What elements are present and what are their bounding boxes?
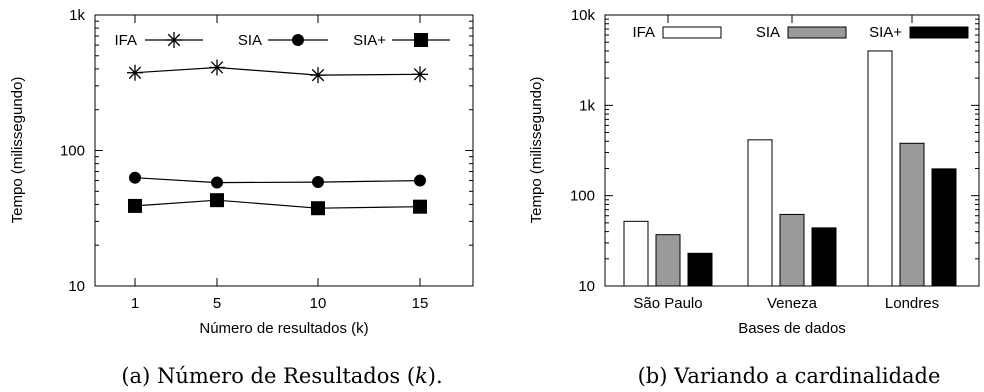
legend-b-label-ifa: IFA — [632, 24, 655, 41]
point-sia — [312, 176, 324, 189]
x-axis-a: 1 5 10 15 — [131, 15, 429, 312]
x-tick-a-label: 5 — [213, 295, 221, 312]
point-sia — [414, 174, 426, 187]
y-axis-label-a: Tempo (milissegundo) — [9, 77, 26, 224]
y-tick-a-label: 10 — [68, 278, 85, 295]
point-sia — [211, 176, 223, 189]
legend-b-swatch-sia — [787, 26, 847, 39]
x-tick-b-label: Londres — [885, 295, 939, 312]
y-tick-b-label: 10 — [578, 278, 595, 295]
legend-a: IFA SIA SIA+ — [114, 32, 450, 49]
bar-sia-veneza — [811, 227, 837, 287]
x-tick-b-label: São Paulo — [633, 295, 702, 312]
series-line-sia — [134, 199, 421, 209]
y-axis-a: 10 100 1k — [60, 7, 473, 295]
legend-b: IFA SIA SIA+ — [632, 24, 969, 41]
point-ifa — [127, 64, 143, 81]
plot-frame-a — [94, 14, 474, 287]
point-sia — [210, 193, 224, 208]
legend-b-label-sia: SIA+ — [869, 24, 902, 41]
x-tick-a-label: 15 — [412, 295, 429, 312]
legend-b-swatch-ifa — [662, 26, 722, 39]
y-tick-a-label: 100 — [60, 143, 85, 160]
bar-sia-s-o-paulo — [655, 234, 681, 287]
bar-ifa-veneza — [747, 139, 773, 287]
y-tick-a-label: 1k — [69, 7, 85, 24]
point-ifa — [310, 67, 326, 84]
point-sia — [129, 171, 141, 184]
legend-a-marker-ifa — [166, 32, 182, 48]
point-sia — [311, 201, 325, 216]
legend-b-swatch-sia — [909, 26, 969, 39]
y-tick-b-label: 10k — [571, 7, 596, 24]
legend-a-label-ifa: IFA — [114, 32, 137, 49]
legend-a-label-sia: SIA+ — [353, 32, 386, 49]
y-tick-b-label: 1k — [579, 97, 595, 114]
bars-b — [623, 50, 957, 287]
legend-a-marker-sia — [414, 33, 428, 47]
y-tick-b-label: 100 — [570, 188, 595, 205]
x-axis-label-b: Bases de dados — [738, 320, 846, 337]
bar-ifa-londres — [867, 50, 893, 287]
bar-sia-veneza — [779, 213, 805, 287]
bar-sia-s-o-paulo — [687, 252, 713, 287]
legend-a-marker-sia — [292, 34, 304, 46]
x-tick-a-label: 1 — [131, 295, 139, 312]
caption-a-suffix: ). — [428, 364, 443, 388]
series-line-ifa — [134, 66, 421, 76]
point-sia — [128, 198, 142, 213]
x-tick-a-label: 10 — [310, 295, 327, 312]
x-tick-b-label: Veneza — [767, 295, 818, 312]
y-axis-b: 10 100 1k 10k — [570, 7, 979, 295]
y-axis-label-b: Tempo (milissegundo) — [528, 77, 545, 224]
x-axis-b: São Paulo Veneza Londres — [633, 15, 939, 312]
point-sia — [413, 199, 427, 214]
point-ifa — [209, 59, 225, 76]
caption-b: (b) Variando a cardinalidade — [638, 364, 941, 388]
bar-sia-londres — [931, 168, 957, 287]
caption-a-prefix: (a) Número de Resultados ( — [121, 364, 415, 388]
chart-b: 10 100 1k 10k São Paulo Veneza Londres IFA SIA… — [528, 7, 980, 388]
x-axis-label-a: Número de resultados (k) — [199, 320, 368, 337]
point-ifa — [412, 66, 428, 83]
caption-a: (a) Número de Resultados (k). — [121, 364, 442, 388]
legend-a-label-sia: SIA — [238, 32, 262, 49]
caption-a-var: k — [415, 364, 428, 388]
legend-b-label-sia: SIA — [756, 24, 780, 41]
series-line-sia — [134, 177, 421, 184]
series-lines-a — [134, 66, 421, 209]
bar-ifa-s-o-paulo — [623, 220, 649, 287]
bar-sia-londres — [899, 142, 925, 287]
series-markers-a — [127, 59, 428, 216]
